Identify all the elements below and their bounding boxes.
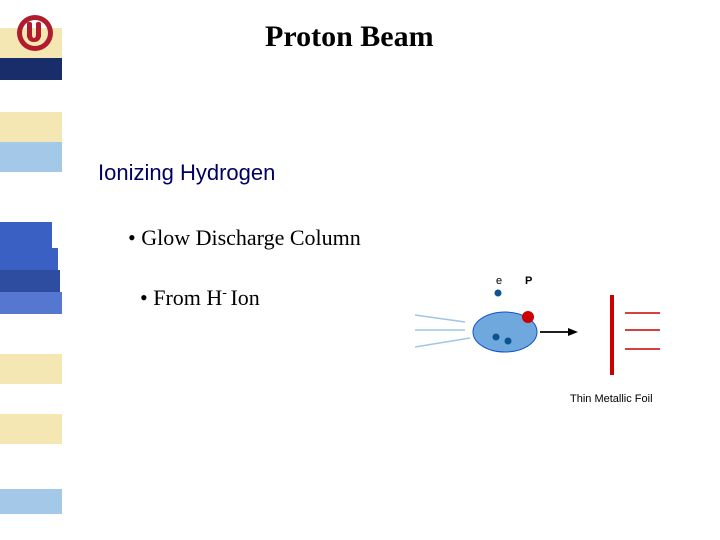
sidebar-decoration	[0, 0, 62, 540]
bullet-glow-discharge: • Glow Discharge Column	[128, 225, 361, 251]
proton-label: P	[525, 275, 532, 287]
electron-label: e	[496, 275, 502, 287]
bullet2-prefix: • From H	[140, 285, 222, 310]
bullet2-suffix: Ion	[230, 285, 259, 310]
ion-diagram: e P Thin Metallic Foil	[410, 275, 690, 425]
foil-caption: Thin Metallic Foil	[570, 393, 653, 405]
uc-logo	[14, 12, 56, 54]
slide-title: Proton Beam	[265, 20, 434, 54]
slide-subtitle: Ionizing Hydrogen	[98, 160, 275, 186]
bullet-h-ion: • From H- Ion	[140, 285, 260, 311]
